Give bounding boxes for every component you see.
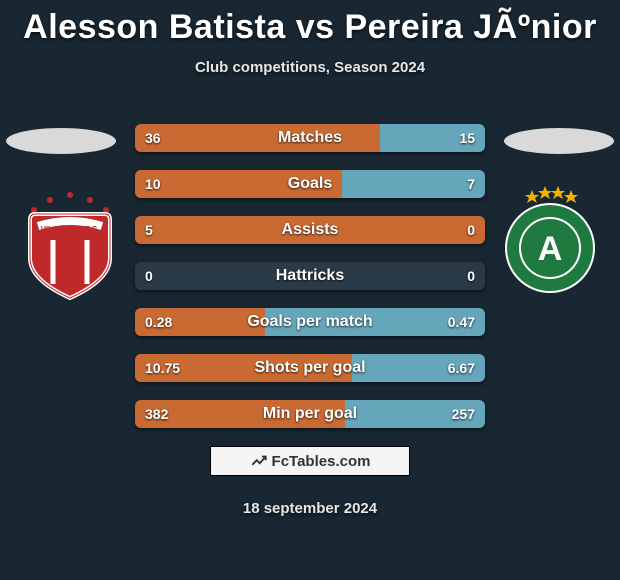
svg-text:A: A (538, 230, 563, 268)
stat-bar-left (135, 354, 352, 382)
page-subtitle: Club competitions, Season 2024 (0, 59, 620, 76)
stat-value-left: 0 (145, 262, 153, 290)
stat-row: Min per goal382257 (135, 400, 485, 428)
site-logo-text: FcTables.com (272, 453, 371, 470)
team-badge-left: VILA NOVA F.C. (20, 180, 120, 300)
stat-bar-left (135, 170, 342, 198)
team-badge-right: A (500, 180, 600, 300)
stat-row: Shots per goal10.756.67 (135, 354, 485, 382)
stat-row: Hattricks0 0 (135, 262, 485, 290)
ellipse-left (6, 128, 116, 154)
stat-bar-left (135, 216, 485, 244)
page-title: Alesson Batista vs Pereira JÃºnior (0, 0, 620, 47)
stat-bar-left (135, 124, 380, 152)
stat-row: Assists50 (135, 216, 485, 244)
stat-bar-right (380, 124, 485, 152)
site-logo: FcTables.com (210, 446, 410, 476)
stat-bar-right (345, 400, 485, 428)
stat-label: Hattricks (135, 262, 485, 290)
stat-bar-left (135, 308, 265, 336)
stat-row: Goals107 (135, 170, 485, 198)
stat-row: Matches3615 (135, 124, 485, 152)
stat-bar-right (265, 308, 486, 336)
stat-bar-right (342, 170, 486, 198)
ellipse-right (504, 128, 614, 154)
chart-icon (250, 452, 268, 470)
svg-text:VILA NOVA F.C.: VILA NOVA F.C. (41, 225, 100, 234)
stat-bar-right (352, 354, 485, 382)
stat-row: Goals per match0.280.47 (135, 308, 485, 336)
date-text: 18 september 2024 (0, 500, 620, 517)
stat-bar-left (135, 400, 345, 428)
stats-table: Matches3615 Goals107 Assists50 Hattricks0 0 G… (135, 124, 485, 446)
stat-value-right: 0 (467, 262, 475, 290)
roundel-icon: A (500, 180, 600, 300)
shield-icon: VILA NOVA F.C. (20, 180, 120, 300)
